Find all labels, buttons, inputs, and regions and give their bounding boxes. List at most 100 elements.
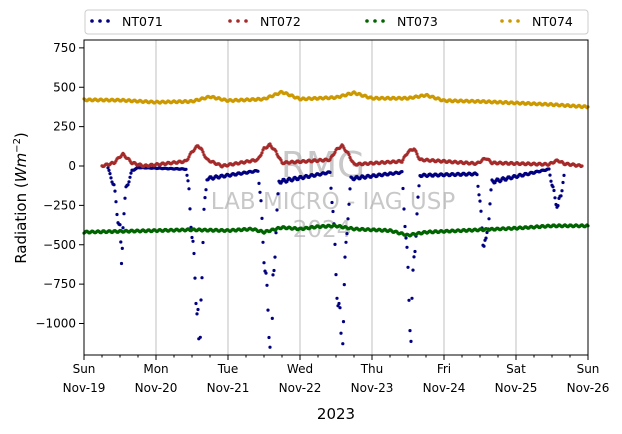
- data-point: [482, 244, 486, 248]
- data-point: [258, 190, 262, 194]
- x-tick-day: Mon: [143, 362, 168, 376]
- data-point: [107, 168, 111, 172]
- data-point: [195, 312, 199, 316]
- data-point: [400, 170, 404, 174]
- data-point: [119, 261, 124, 266]
- data-point: [333, 150, 337, 154]
- data-point: [548, 173, 552, 177]
- data-point: [191, 239, 195, 243]
- data-point: [261, 240, 265, 244]
- data-point: [128, 175, 132, 179]
- data-point: [404, 236, 408, 240]
- data-point: [274, 231, 278, 235]
- legend-marker: [373, 19, 377, 23]
- data-point: [264, 271, 268, 275]
- data-point: [405, 245, 409, 249]
- data-point: [328, 158, 332, 162]
- data-point: [403, 224, 407, 229]
- data-point: [406, 265, 410, 269]
- data-point: [477, 193, 481, 197]
- data-points: [82, 89, 590, 349]
- data-point: [409, 339, 413, 343]
- y-axis-label-unit: Wm: [12, 153, 30, 182]
- data-point: [559, 194, 563, 198]
- y-tick-label: −250: [43, 198, 76, 212]
- data-point: [262, 261, 266, 265]
- data-point: [268, 345, 272, 349]
- data-point: [484, 236, 488, 240]
- legend-marker: [508, 19, 512, 23]
- x-tick-label: Nov-25: [495, 381, 538, 395]
- data-point: [339, 331, 343, 335]
- data-point: [259, 199, 263, 203]
- x-tick-day: Thu: [360, 362, 384, 376]
- data-point: [343, 255, 347, 259]
- y-axis-label-text: Radiation: [12, 193, 30, 264]
- legend-marker: [106, 19, 110, 23]
- data-point: [106, 166, 110, 170]
- legend: NT071 NT072 NT073 NT074: [84, 9, 589, 35]
- data-point: [204, 188, 208, 192]
- data-point: [561, 180, 565, 185]
- data-point: [187, 187, 191, 191]
- legend-item-nt072: NT072: [228, 14, 301, 29]
- data-point: [115, 212, 119, 217]
- data-point: [413, 249, 417, 254]
- data-point: [256, 169, 260, 173]
- data-point: [187, 155, 191, 159]
- data-point: [184, 167, 188, 171]
- data-point: [201, 240, 205, 245]
- y-axis-label: Radiation (Wm−2): [12, 132, 30, 264]
- series-nt074: [82, 89, 590, 110]
- x-axis: Sun Nov-19 Mon Nov-20 Tue Nov-21 Wed Nov-22 Thu N…: [63, 355, 609, 395]
- x-tick-label: Nov-23: [351, 381, 394, 395]
- data-point: [346, 217, 350, 221]
- y-tick-label: −750: [43, 277, 76, 291]
- x-gridlines: [155, 40, 517, 355]
- data-point: [271, 273, 275, 277]
- legend-marker: [236, 19, 240, 23]
- data-point: [488, 202, 492, 206]
- data-point: [489, 188, 493, 192]
- data-point: [112, 183, 116, 187]
- data-point: [345, 232, 349, 236]
- data-point: [257, 181, 261, 185]
- data-point: [408, 329, 412, 333]
- data-point: [119, 240, 123, 244]
- legend-marker: [516, 19, 520, 23]
- data-point: [328, 170, 332, 174]
- data-point: [192, 251, 196, 256]
- data-point: [552, 188, 556, 193]
- data-point: [475, 173, 479, 177]
- data-point: [276, 192, 280, 196]
- data-point: [330, 200, 334, 205]
- data-point: [122, 212, 126, 216]
- data-point: [260, 151, 264, 155]
- data-point: [348, 187, 352, 191]
- data-point: [201, 150, 205, 154]
- data-point: [129, 171, 133, 175]
- data-point: [549, 179, 553, 183]
- data-point: [580, 164, 584, 168]
- data-point: [123, 196, 127, 200]
- data-point: [347, 202, 351, 206]
- y-tick-label: 750: [53, 41, 76, 55]
- legend-item-nt073: NT073: [365, 14, 438, 29]
- data-point: [114, 200, 118, 204]
- data-point: [198, 335, 202, 339]
- y-axis-label-close-paren: ): [12, 132, 30, 138]
- data-point: [113, 189, 117, 193]
- x-tick-label: Nov-19: [63, 381, 106, 395]
- data-point: [108, 172, 112, 176]
- data-point: [347, 153, 351, 157]
- data-point: [411, 268, 415, 272]
- y-axis-label-exponent: −2: [12, 138, 23, 153]
- data-point: [476, 184, 480, 188]
- data-point: [341, 342, 345, 346]
- legend-marker: [365, 19, 369, 23]
- data-point: [415, 212, 419, 216]
- data-point: [551, 185, 555, 189]
- legend-marker: [500, 19, 504, 23]
- data-point: [556, 204, 560, 208]
- data-point: [118, 223, 122, 227]
